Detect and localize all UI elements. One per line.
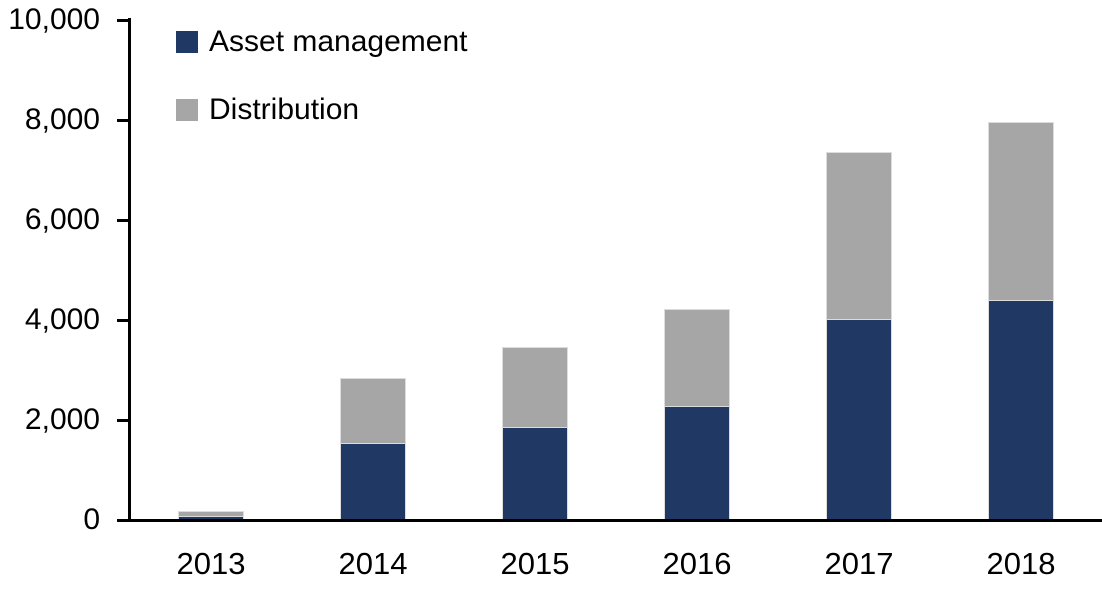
bar-segment-2013-asset-management xyxy=(178,516,244,520)
y-tick-label: 2,000 xyxy=(24,403,100,436)
x-tick-label: 2018 xyxy=(986,546,1056,581)
legend-item-asset-management: Asset management xyxy=(176,22,467,62)
y-tick-label: 6,000 xyxy=(24,203,100,236)
legend-label-distribution: Distribution xyxy=(209,93,360,126)
y-tick-mark xyxy=(117,119,130,122)
legend-marker-asset-management-icon xyxy=(176,31,198,53)
bar-segment-2016-distribution xyxy=(664,308,730,406)
y-tick-label: 10,000 xyxy=(8,3,100,36)
y-tick-label: 4,000 xyxy=(24,303,100,336)
x-tick-label: 2017 xyxy=(824,546,894,581)
legend: Asset management Distribution xyxy=(176,22,467,158)
y-tick-mark xyxy=(117,19,130,22)
bar-segment-2017-distribution xyxy=(826,151,892,319)
bar-segment-2016-asset-management xyxy=(664,405,730,520)
legend-label-asset-management: Asset management xyxy=(209,25,468,58)
x-axis-line xyxy=(117,519,1102,522)
y-axis-line xyxy=(128,18,131,522)
x-tick-label: 2013 xyxy=(176,546,246,581)
x-tick-label: 2016 xyxy=(662,546,732,581)
bar-segment-2014-distribution xyxy=(340,377,406,443)
bar-segment-2017-asset-management xyxy=(826,318,892,520)
x-tick-label: 2014 xyxy=(338,546,408,581)
x-tick-label: 2015 xyxy=(500,546,570,581)
y-tick-mark xyxy=(117,219,130,222)
bar-segment-2015-asset-management xyxy=(502,426,568,520)
y-tick-label: 8,000 xyxy=(24,103,100,136)
y-tick-mark xyxy=(117,319,130,322)
legend-marker-distribution-icon xyxy=(176,99,198,121)
legend-item-distribution: Distribution xyxy=(176,90,467,130)
bar-segment-2018-asset-management xyxy=(988,299,1054,520)
y-tick-label: 0 xyxy=(83,503,100,536)
bar-segment-2014-asset-management xyxy=(340,442,406,520)
bar-segment-2013-distribution xyxy=(178,510,244,516)
y-tick-mark xyxy=(117,419,130,422)
bar-segment-2018-distribution xyxy=(988,121,1054,300)
bar-segment-2015-distribution xyxy=(502,346,568,427)
